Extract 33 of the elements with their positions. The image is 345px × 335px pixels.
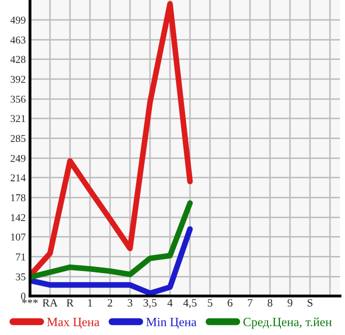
x-tick-label: RA: [42, 299, 58, 306]
y-tick-label: 0: [21, 292, 26, 300]
x-tick-label: ***: [22, 299, 38, 304]
legend-label: Max Цена: [47, 318, 100, 329]
x-tick-label: 1: [88, 299, 92, 306]
x-tick-label: 3: [128, 299, 132, 307]
x-tick-label: 3,5: [144, 299, 157, 308]
y-tick-label: 499: [10, 16, 26, 24]
x-tick-label: 8: [268, 299, 272, 307]
legend-label: Min Цена: [146, 318, 196, 329]
y-tick-label: 35: [16, 273, 26, 280]
legend-label: Сред.Цена, т.йен: [243, 318, 332, 329]
x-tick-label: 2: [108, 299, 112, 306]
y-tick-label: 392: [10, 76, 26, 83]
y-tick-label: 249: [10, 154, 26, 162]
y-tick-label: 285: [10, 135, 26, 142]
x-tick-label: S: [308, 299, 312, 307]
x-tick-label: 4,5: [183, 299, 197, 308]
x-tick-label: 5: [208, 299, 212, 307]
x-tick-label: 4: [167, 299, 173, 306]
y-tick-label: 214: [10, 174, 26, 182]
y-tick-label: 107: [11, 233, 26, 241]
y-tick-label: 71: [16, 253, 26, 260]
y-tick-label: 321: [10, 115, 26, 122]
y-tick-label: 428: [10, 56, 26, 63]
y-tick-label: 178: [11, 194, 26, 202]
x-tick-label: 9: [288, 299, 292, 307]
x-tick-label: 7: [248, 299, 252, 306]
x-tick-label: 6: [228, 299, 232, 307]
x-tick-label: R: [66, 299, 74, 306]
y-tick-label: 142: [11, 214, 26, 222]
y-tick-label: 463: [10, 36, 26, 44]
y-tick-label: 356: [10, 96, 26, 103]
